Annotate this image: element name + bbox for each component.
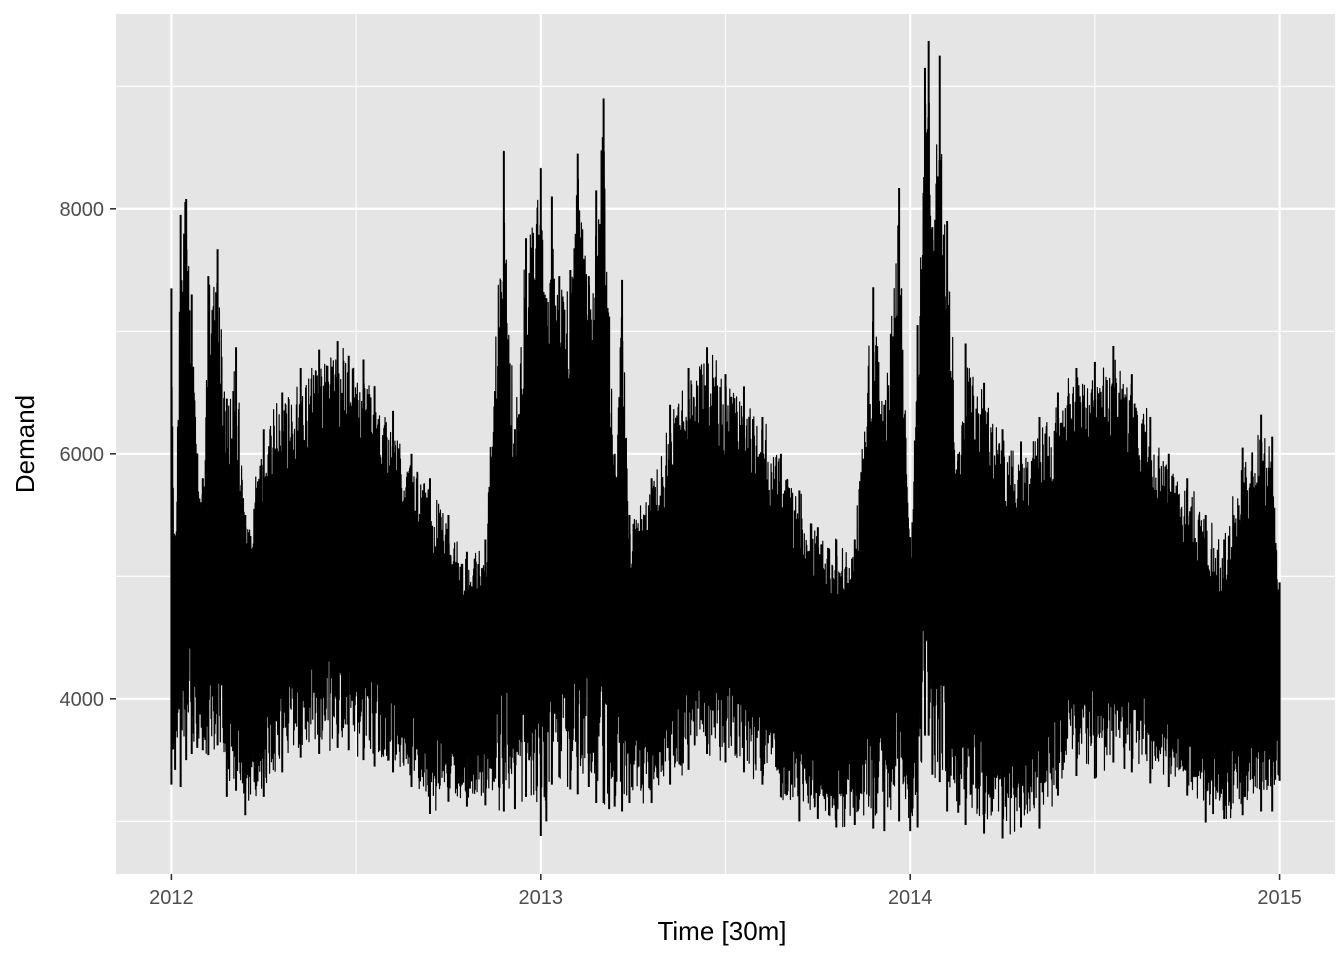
demand-series [170,40,1281,839]
x-axis-title: Time [30m] [657,916,786,946]
x-tick-label-0: 2012 [149,887,194,909]
y-axis-title: Demand [10,395,40,493]
x-tick-label-2: 2014 [888,887,933,909]
x-tick-label-1: 2013 [519,887,564,909]
y-tick-label-1: 6000 [60,444,105,466]
y-tick-label-2: 8000 [60,199,105,221]
x-axis: 2012 2013 2014 2015 [149,874,1302,909]
y-tick-label-0: 4000 [60,689,105,711]
x-tick-label-3: 2015 [1257,887,1302,909]
y-axis: 4000 6000 8000 [60,199,116,711]
